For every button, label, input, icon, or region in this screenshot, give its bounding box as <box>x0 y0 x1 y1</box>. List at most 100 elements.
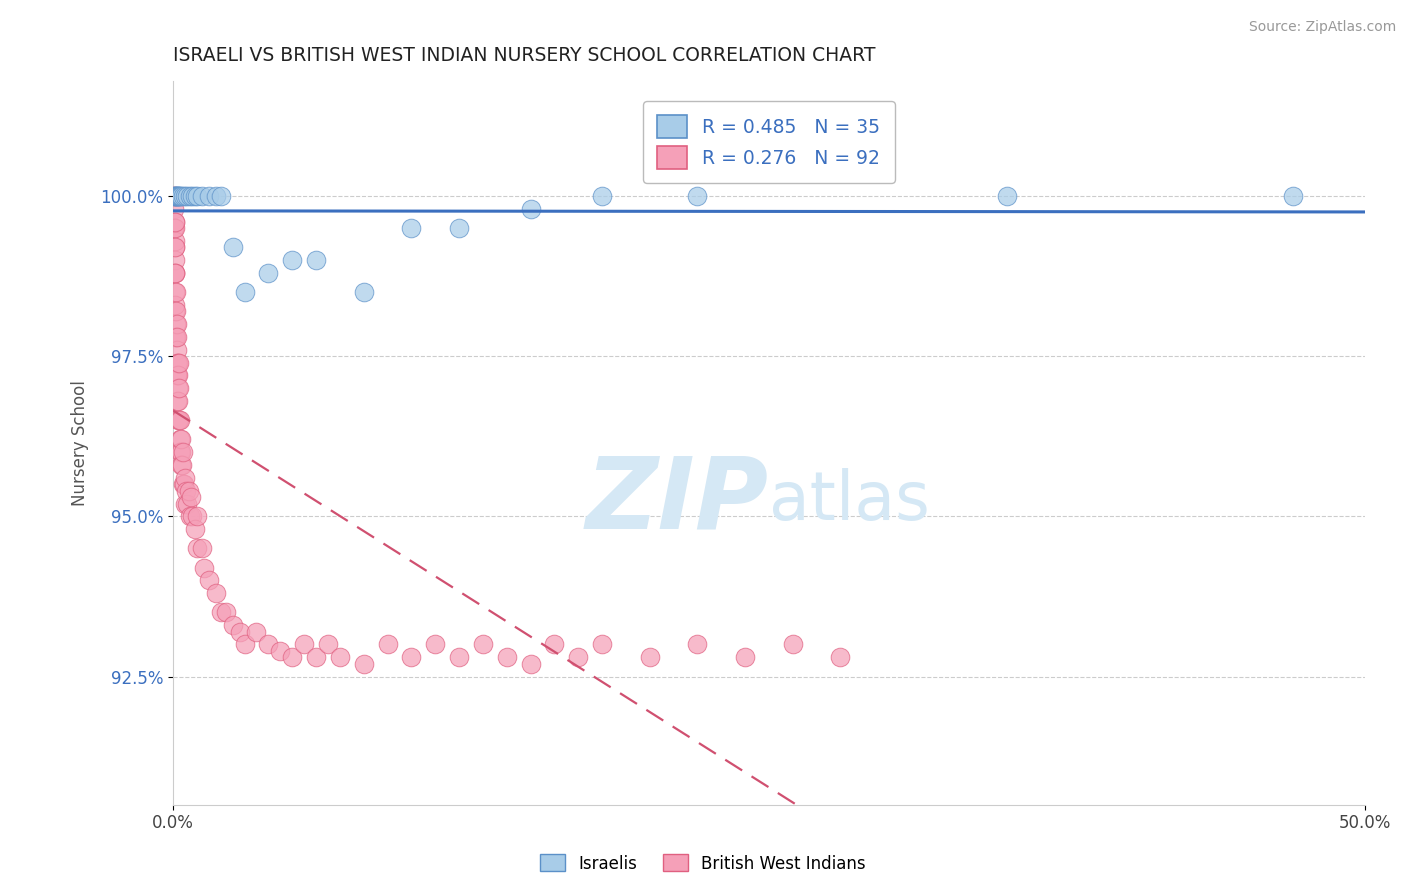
Point <box>183 522 205 536</box>
Point <box>377 638 399 652</box>
Point <box>167 394 190 409</box>
Point <box>233 638 256 652</box>
Point <box>166 368 188 383</box>
Point <box>165 304 187 318</box>
Point <box>269 644 291 658</box>
Point <box>782 638 804 652</box>
Point <box>163 266 186 280</box>
Point <box>172 445 194 459</box>
Point <box>166 317 188 331</box>
Point <box>174 483 197 498</box>
Point <box>165 285 187 299</box>
Point <box>169 189 191 203</box>
Point <box>205 586 228 600</box>
Point <box>163 189 186 203</box>
Point <box>174 471 197 485</box>
Point <box>167 413 190 427</box>
Point <box>166 381 188 395</box>
Point <box>198 574 221 588</box>
Point <box>591 638 613 652</box>
Point <box>166 189 188 203</box>
Point <box>166 343 188 357</box>
Point <box>163 221 186 235</box>
Point <box>163 240 186 254</box>
Point <box>401 221 423 235</box>
Point <box>163 189 186 203</box>
Point <box>190 189 212 203</box>
Point <box>167 189 190 203</box>
Text: ISRAELI VS BRITISH WEST INDIAN NURSERY SCHOOL CORRELATION CHART: ISRAELI VS BRITISH WEST INDIAN NURSERY S… <box>173 46 876 65</box>
Text: Source: ZipAtlas.com: Source: ZipAtlas.com <box>1249 20 1396 34</box>
Point <box>257 638 280 652</box>
Point <box>181 189 204 203</box>
Point <box>305 253 328 268</box>
Point <box>209 606 232 620</box>
Point <box>519 657 541 671</box>
Point <box>163 221 186 235</box>
Text: atlas: atlas <box>769 467 929 533</box>
Point <box>165 317 187 331</box>
Point <box>229 624 252 639</box>
Point <box>165 304 187 318</box>
Point <box>305 650 328 665</box>
Point <box>186 509 208 524</box>
Legend: R = 0.485   N = 35, R = 0.276   N = 92: R = 0.485 N = 35, R = 0.276 N = 92 <box>644 101 894 183</box>
Point <box>167 381 190 395</box>
Point <box>166 413 188 427</box>
Point <box>198 189 221 203</box>
Point <box>401 650 423 665</box>
Point <box>165 298 187 312</box>
Legend: Israelis, British West Indians: Israelis, British West Indians <box>534 847 872 880</box>
Point <box>179 509 201 524</box>
Point <box>214 606 236 620</box>
Point <box>186 541 208 556</box>
Point <box>567 650 589 665</box>
Point <box>353 285 375 299</box>
Point <box>167 355 190 369</box>
Point <box>183 189 205 203</box>
Point <box>172 189 194 203</box>
Point <box>190 541 212 556</box>
Point <box>591 189 613 203</box>
Point <box>495 650 517 665</box>
Point <box>163 189 186 203</box>
Point <box>449 221 471 235</box>
Point <box>172 458 194 472</box>
Point <box>245 624 267 639</box>
Point <box>162 221 184 235</box>
Point <box>292 638 315 652</box>
Point <box>170 458 193 472</box>
Point <box>176 189 198 203</box>
Point <box>163 234 186 248</box>
Point <box>221 618 243 632</box>
Point <box>166 355 188 369</box>
Point <box>425 638 447 652</box>
Point <box>177 483 200 498</box>
Point <box>169 413 191 427</box>
Point <box>329 650 352 665</box>
Point <box>449 650 471 665</box>
Point <box>165 240 187 254</box>
Point <box>172 477 194 491</box>
Point <box>170 433 193 447</box>
Point <box>165 330 187 344</box>
Point <box>180 490 202 504</box>
Point <box>174 189 197 203</box>
Point <box>830 650 852 665</box>
Point <box>353 657 375 671</box>
Point <box>166 189 188 203</box>
Point <box>686 189 709 203</box>
Y-axis label: Nursery School: Nursery School <box>72 380 89 506</box>
Point <box>166 355 188 369</box>
Point <box>165 330 187 344</box>
Point <box>173 477 195 491</box>
Point <box>167 368 190 383</box>
Point <box>163 189 186 203</box>
Point <box>638 650 661 665</box>
Point <box>193 560 215 574</box>
Point <box>170 189 193 203</box>
Point <box>686 638 709 652</box>
Point <box>163 214 186 228</box>
Point <box>995 189 1018 203</box>
Point <box>471 638 494 652</box>
